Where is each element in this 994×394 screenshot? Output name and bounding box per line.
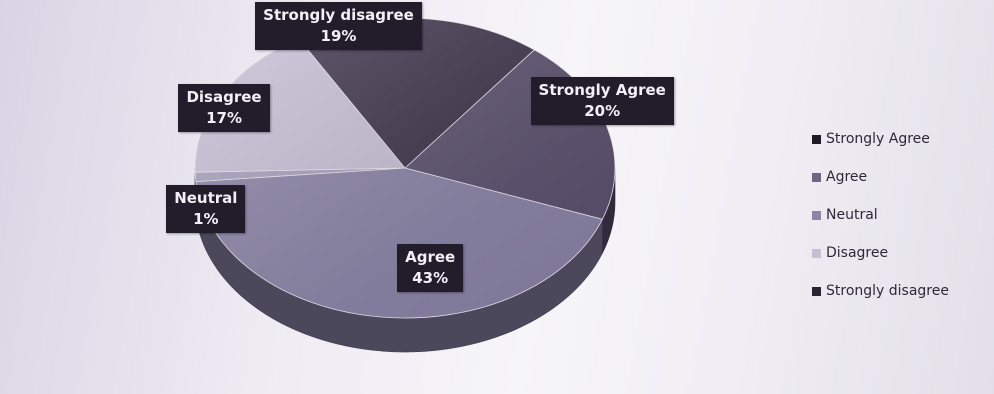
data-label-value: 17% xyxy=(206,109,242,127)
legend-swatch xyxy=(812,248,821,258)
legend-label: Disagree xyxy=(826,245,889,261)
legend-item-neutral: Neutral xyxy=(812,202,949,228)
legend-label: Strongly disagree xyxy=(826,283,949,299)
data-label-neutral: Neutral 1% xyxy=(166,184,246,233)
legend-swatch xyxy=(812,286,821,296)
data-label-value: 43% xyxy=(412,268,449,287)
legend-item-strongly-disagree: Strongly disagree xyxy=(812,278,949,304)
data-label-disagree: Disagree 17% xyxy=(178,84,270,132)
legend-label: Strongly Agree xyxy=(826,131,930,147)
data-label-value: 1% xyxy=(193,209,219,228)
legend: Strongly Agree Agree Neutral Disagree Strong… xyxy=(812,126,949,316)
data-label-text: Neutral xyxy=(174,188,238,207)
data-label-text: Strongly disagree xyxy=(263,6,414,24)
data-label-text: Strongly Agree xyxy=(538,81,666,100)
legend-swatch xyxy=(812,134,821,144)
legend-label: Agree xyxy=(826,169,868,185)
legend-swatch xyxy=(812,210,821,220)
legend-item-strongly-agree: Strongly Agree xyxy=(812,126,949,152)
legend-label: Neutral xyxy=(826,207,878,223)
legend-item-disagree: Disagree xyxy=(812,240,949,266)
data-label-text: Disagree xyxy=(186,88,262,106)
data-label-value: 20% xyxy=(584,102,621,121)
data-label-value: 19% xyxy=(320,27,357,45)
data-label-agree: Agree 43% xyxy=(397,243,464,292)
data-label-strongly-agree: Strongly Agree 20% xyxy=(530,77,674,126)
legend-swatch xyxy=(812,172,821,182)
legend-item-agree: Agree xyxy=(812,164,949,190)
data-label-strongly-disagree: Strongly disagree 19% xyxy=(255,2,422,50)
data-label-text: Agree xyxy=(405,247,456,266)
